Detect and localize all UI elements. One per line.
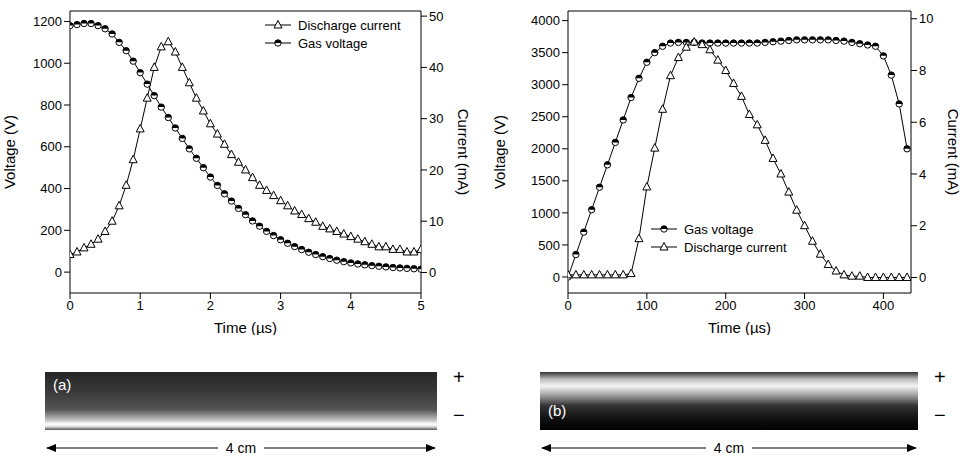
svg-text:4: 4 bbox=[919, 167, 926, 182]
html-text:Gas voltage: Gas voltage bbox=[298, 35, 368, 51]
svg-text:8: 8 bbox=[919, 63, 926, 78]
svg-text:200: 200 bbox=[40, 223, 62, 238]
html-text:Gas voltage: Gas voltage bbox=[684, 221, 754, 237]
svg-text:Time (µs): Time (µs) bbox=[708, 319, 771, 335]
svg-text:6: 6 bbox=[919, 115, 926, 130]
svg-text:1200: 1200 bbox=[33, 14, 62, 29]
svg-text:2500: 2500 bbox=[531, 109, 560, 124]
svg-text:0: 0 bbox=[66, 298, 73, 313]
svg-text:5: 5 bbox=[417, 298, 424, 313]
svg-text:10: 10 bbox=[919, 11, 933, 26]
html-text:Discharge current: Discharge current bbox=[298, 17, 401, 33]
html-text:(b): (b) bbox=[548, 402, 567, 419]
svg-text:50: 50 bbox=[429, 9, 443, 24]
svg-text:600: 600 bbox=[40, 139, 62, 154]
html-text:4 cm: 4 cm bbox=[225, 440, 257, 456]
svg-text:40: 40 bbox=[429, 60, 443, 75]
svg-text:4: 4 bbox=[347, 298, 354, 313]
svg-text:2: 2 bbox=[207, 298, 214, 313]
svg-text:Current (mA): Current (mA) bbox=[945, 109, 962, 196]
svg-text:4000: 4000 bbox=[531, 13, 560, 28]
svg-text:800: 800 bbox=[40, 98, 62, 113]
svg-text:Time (µs): Time (µs) bbox=[214, 319, 277, 335]
svg-text:400: 400 bbox=[873, 298, 895, 313]
svg-text:Voltage (V): Voltage (V) bbox=[1, 115, 18, 189]
svg-text:20: 20 bbox=[429, 163, 443, 178]
svg-text:1: 1 bbox=[137, 298, 144, 313]
svg-text:200: 200 bbox=[715, 298, 737, 313]
svg-text:500: 500 bbox=[538, 238, 560, 253]
html-text:Discharge current: Discharge current bbox=[684, 239, 787, 255]
svg-text:3500: 3500 bbox=[531, 45, 560, 60]
svg-text:3: 3 bbox=[277, 298, 284, 313]
svg-text:2: 2 bbox=[919, 218, 926, 233]
svg-text:2000: 2000 bbox=[531, 141, 560, 156]
svg-text:1000: 1000 bbox=[531, 206, 560, 221]
svg-text:Voltage (V): Voltage (V) bbox=[491, 115, 508, 189]
html-text:(a): (a) bbox=[53, 376, 72, 393]
svg-text:Current (mA): Current (mA) bbox=[455, 109, 472, 196]
svg-text:300: 300 bbox=[794, 298, 816, 313]
svg-text:10: 10 bbox=[429, 214, 443, 229]
html-text:4 cm: 4 cm bbox=[713, 440, 745, 456]
svg-text:1000: 1000 bbox=[33, 56, 62, 71]
svg-text:30: 30 bbox=[429, 111, 443, 126]
svg-text:0: 0 bbox=[553, 270, 560, 285]
svg-text:0: 0 bbox=[564, 298, 571, 313]
svg-text:0: 0 bbox=[429, 265, 436, 280]
svg-text:0: 0 bbox=[55, 265, 62, 280]
svg-text:3000: 3000 bbox=[531, 77, 560, 92]
svg-text:1500: 1500 bbox=[531, 173, 560, 188]
svg-text:100: 100 bbox=[636, 298, 658, 313]
svg-text:400: 400 bbox=[40, 181, 62, 196]
svg-text:0: 0 bbox=[919, 270, 926, 285]
